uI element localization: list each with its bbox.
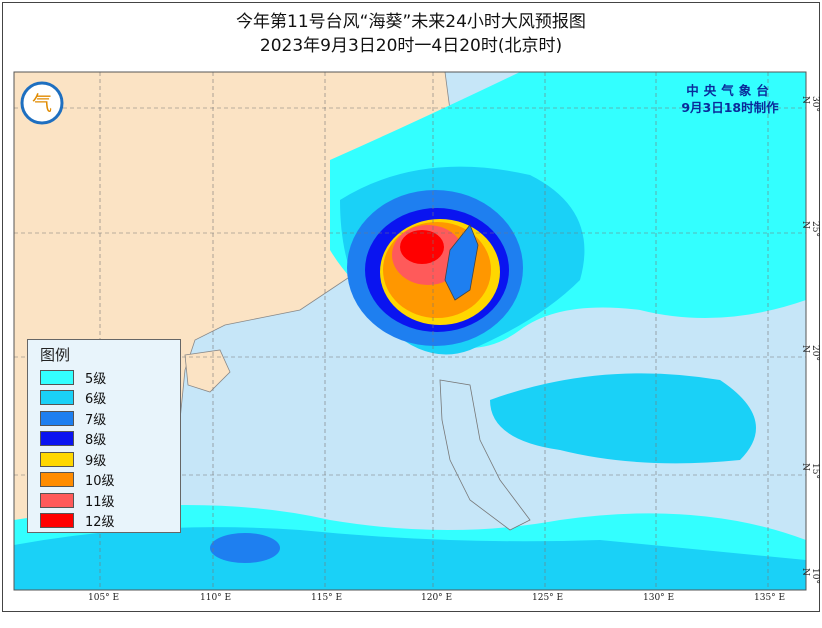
lat-tick: 15° N — [800, 463, 820, 479]
issuer-block: 中央气象台 9月3日18时制作 — [660, 82, 800, 116]
legend-swatch — [40, 472, 74, 488]
land-taiwan — [444, 224, 479, 301]
cma-logo: 气 — [20, 81, 64, 125]
lon-tick: 135° E — [754, 593, 786, 603]
legend-item: 6级 — [40, 388, 180, 409]
wind-zone-12 — [400, 230, 444, 264]
wind-zone-6-east — [490, 373, 756, 464]
map-subtitle: 2023年9月3日20时一4日20时(北京时) — [259, 36, 563, 56]
legend-swatch — [40, 451, 74, 467]
legend-label: 5级 — [85, 371, 107, 387]
legend-item: 7级 — [40, 408, 180, 429]
legend-item: 11级 — [40, 490, 180, 511]
graticule — [14, 72, 806, 590]
legend-swatch — [40, 492, 74, 508]
map-title: 今年第11号台风“海葵”未来24小时大风预报图 — [236, 12, 586, 32]
legend-label: 10级 — [85, 474, 115, 490]
lon-tick: 120° E — [421, 593, 453, 603]
legend-label: 9级 — [85, 453, 107, 469]
legend-swatch — [40, 410, 74, 426]
issue-time: 9月3日18时制作 — [681, 100, 779, 115]
lat-tick: 10° N — [800, 568, 820, 584]
svg-text:气: 气 — [32, 91, 52, 115]
lon-tick: 110° E — [200, 593, 232, 603]
legend-label: 12级 — [85, 515, 115, 531]
legend-item: 12级 — [40, 511, 180, 532]
land-hainan — [184, 349, 231, 393]
legend-swatch — [40, 369, 74, 385]
lon-tick: 130° E — [643, 593, 675, 603]
lat-tick: 20° N — [800, 345, 820, 361]
legend-swatch — [40, 390, 74, 406]
legend-label: 7级 — [85, 412, 107, 428]
legend: 图例 5级 6级 7级 8级 9级 10级 11级 12级 — [27, 339, 181, 533]
legend-swatch — [40, 513, 74, 529]
legend-item: 9级 — [40, 449, 180, 470]
legend-label: 6级 — [85, 392, 107, 408]
wind-zone-7-sw — [210, 533, 280, 563]
legend-swatch — [40, 431, 74, 447]
wind-zone-6-south — [14, 527, 806, 590]
legend-label: 11级 — [85, 494, 115, 510]
legend-title: 图例 — [40, 346, 71, 364]
legend-label: 8级 — [85, 433, 107, 449]
legend-item: 5级 — [40, 367, 180, 388]
lon-tick: 115° E — [311, 593, 343, 603]
legend-item: 10级 — [40, 470, 180, 491]
lat-tick: 25° N — [800, 221, 820, 237]
lon-tick: 105° E — [88, 593, 120, 603]
lon-tick: 125° E — [532, 593, 564, 603]
lat-tick: 30° N — [800, 96, 820, 112]
issuer-name: 中央气象台 — [686, 83, 774, 98]
land-luzon — [439, 379, 531, 531]
legend-item: 8级 — [40, 429, 180, 450]
